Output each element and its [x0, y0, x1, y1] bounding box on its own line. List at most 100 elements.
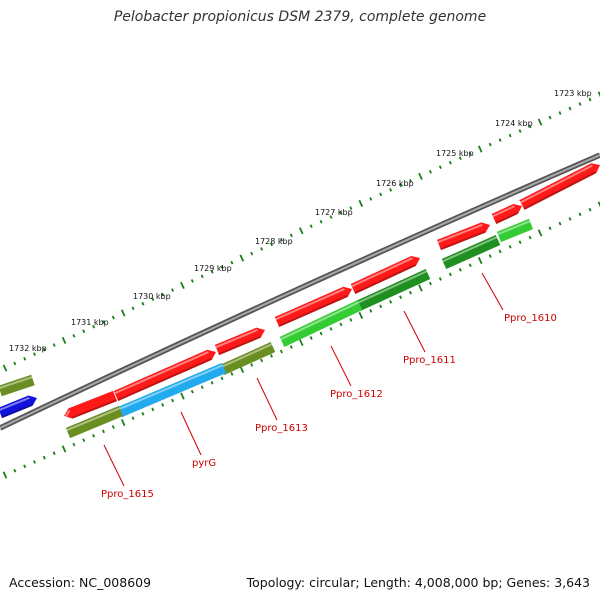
inner-tick-9	[92, 433, 96, 438]
inner-tick-30	[298, 338, 304, 347]
inner-tick-11	[111, 425, 115, 429]
outer-tick-22	[220, 265, 224, 270]
gene-ppro-1615-shine	[66, 407, 121, 432]
outer-tick-11	[111, 315, 115, 320]
gene-label: Ppro_1612	[330, 389, 383, 400]
gene-label-leader	[481, 272, 504, 311]
inner-tick-37	[369, 309, 373, 313]
gene-fwd-1613b	[214, 327, 265, 356]
kbp-label: 1723 kbp	[554, 89, 592, 98]
outer-tick-25	[250, 251, 254, 256]
outer-tick-41	[409, 178, 412, 183]
outer-tick-16	[161, 292, 165, 297]
gene-edge-blue-body	[0, 395, 37, 419]
gene-fwd-1613a-shine	[275, 288, 345, 321]
outer-tick-30	[298, 227, 304, 235]
inner-tick-28	[279, 349, 283, 354]
inner-tick-51	[508, 244, 512, 249]
gene-edge-blue-shine	[0, 396, 30, 411]
gene-fwd-1613a	[274, 286, 352, 328]
outer-tick-3	[33, 352, 37, 357]
gene-label-leader	[256, 377, 278, 421]
gene-fwd-1611a-body	[436, 222, 490, 251]
kbp-label: 1732 kbp	[9, 344, 47, 353]
outer-tick-27	[270, 242, 273, 247]
gene-label-leader	[103, 444, 125, 487]
outer-tick-26	[260, 247, 264, 251]
outer-tick-7	[72, 334, 76, 338]
inner-tick-25	[250, 363, 254, 367]
gene-pyrG-shine	[118, 364, 224, 411]
outer-tick-39	[389, 188, 393, 192]
outer-tick-46	[458, 156, 462, 160]
inner-tick-58	[578, 212, 582, 217]
inner-tick-42	[418, 284, 423, 292]
outer-tick-9	[92, 324, 96, 329]
gene-label: pyrG	[192, 458, 216, 469]
outer-tick-15	[151, 297, 155, 302]
inner-tick-36	[358, 311, 364, 319]
gene-pyrG	[117, 362, 227, 418]
outer-tick-49	[488, 142, 492, 147]
inner-tick-20	[200, 385, 204, 390]
outer-tick-20	[200, 274, 204, 279]
gene-fwd-1611a-shade	[440, 230, 486, 251]
inner-tick-track	[2, 201, 600, 479]
outer-tick-40	[399, 183, 403, 188]
gene-ppro-1609-body	[519, 163, 600, 210]
gene-ppro-1612	[279, 300, 363, 347]
gene-fwd-1615-shine	[64, 410, 71, 419]
gene-features	[0, 163, 600, 439]
outer-tick-55	[548, 115, 552, 120]
inner-tick-13	[131, 416, 135, 421]
kbp-label: 1726 kbp	[376, 179, 414, 188]
gene-fwd-1613a-shade	[278, 295, 348, 328]
gene-fwd-1612a-shade	[354, 264, 416, 294]
gene-ppro-1612-body	[279, 300, 363, 347]
gene-fwd-pyrG-shade	[117, 358, 212, 402]
inner-tick-6	[61, 445, 67, 453]
inner-tick-52	[518, 240, 522, 244]
outer-tick-12	[120, 309, 126, 317]
gene-label: Ppro_1611	[403, 355, 456, 366]
gene-ppro-1611	[355, 268, 431, 312]
outer-tick-8	[82, 329, 86, 334]
gene-ppro-1612-shine	[280, 301, 360, 341]
inner-tick-5	[52, 451, 56, 456]
outer-tick-54	[537, 118, 543, 126]
backbone-highlight	[0, 154, 600, 429]
gene-ppro-1609	[519, 163, 600, 210]
gene-fwd-1612a	[350, 255, 420, 294]
inner-tick-0	[2, 471, 8, 479]
outer-tick-19	[190, 279, 194, 283]
gene-fwd-1611a	[436, 222, 490, 251]
inner-tick-33	[329, 327, 333, 331]
gene-fwd-1613b-shine	[215, 328, 258, 349]
gene-edge-olive	[0, 374, 35, 397]
kbp-label: 1728 kbp	[255, 237, 293, 246]
inner-tick-29	[289, 345, 293, 349]
gene-labels: Ppro_1610 Ppro_1611 Ppro_1612 Ppro_1613 pyrG…	[101, 272, 557, 500]
inner-tick-39	[389, 299, 393, 304]
outer-tick-50	[498, 138, 502, 142]
inner-tick-60	[597, 201, 600, 208]
gene-ppro-1610-shine	[497, 220, 531, 236]
inner-tick-19	[190, 389, 194, 394]
inner-tick-43	[428, 281, 432, 286]
gene-edge-blue-shade	[1, 403, 33, 419]
kbp-label: 1727 kbp	[315, 208, 353, 217]
inner-tick-49	[488, 254, 492, 258]
outer-tick-38	[379, 192, 383, 197]
outer-tick-59	[588, 97, 592, 102]
outer-tick-2	[23, 356, 27, 361]
outer-tick-6	[61, 336, 67, 344]
outer-tick-32	[319, 219, 323, 224]
outer-tick-33	[329, 215, 333, 219]
gene-edge-olive-body	[0, 374, 35, 397]
inner-tick-55	[548, 226, 552, 231]
outer-tick-0	[2, 364, 8, 372]
outer-tick-57	[568, 106, 572, 111]
backbone-line	[0, 152, 600, 431]
outer-tick-1	[13, 361, 17, 366]
